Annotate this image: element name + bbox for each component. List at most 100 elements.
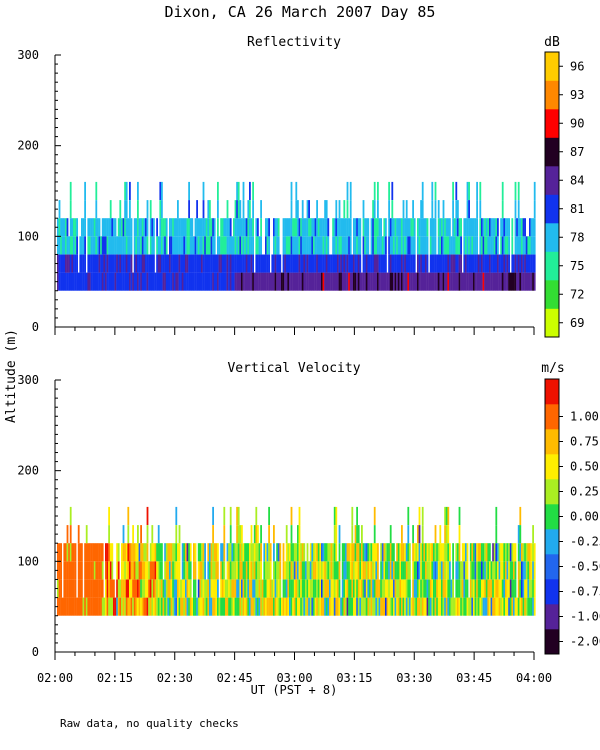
data-cell [217, 236, 219, 255]
data-cell [71, 543, 74, 562]
data-cell [89, 561, 91, 580]
data-cell [69, 579, 72, 598]
data-cell [391, 272, 394, 291]
data-cell [513, 543, 515, 562]
data-cell [189, 254, 192, 273]
data-cell [436, 561, 438, 580]
data-cell [396, 236, 398, 255]
data-cell [372, 543, 374, 562]
data-cell [503, 561, 506, 580]
data-cell [373, 597, 376, 616]
data-cell [130, 579, 133, 598]
data-cell [265, 236, 267, 255]
data-cell [401, 579, 403, 598]
data-cell [402, 597, 405, 616]
data-cell [319, 543, 322, 562]
data-cell [365, 218, 368, 237]
data-cell [468, 200, 470, 219]
data-cell [290, 218, 293, 237]
data-cell [335, 272, 338, 291]
data-cell [517, 543, 520, 562]
data-cell [106, 543, 109, 562]
data-cell [458, 272, 461, 291]
data-cell [482, 561, 485, 580]
data-cell [245, 236, 248, 255]
data-cell [202, 561, 205, 580]
data-cell [333, 597, 336, 616]
data-cell [173, 218, 176, 237]
data-cell [196, 200, 198, 219]
data-cell [73, 543, 75, 562]
data-cell [449, 236, 451, 255]
data-cell [514, 597, 517, 616]
data-cell [159, 181, 162, 200]
data-cell [279, 272, 282, 291]
data-cell [524, 272, 526, 291]
data-cell [495, 543, 498, 562]
data-cell [95, 181, 98, 200]
data-cell [409, 579, 411, 598]
data-cell [434, 561, 437, 580]
data-cell [511, 579, 514, 598]
data-cell [391, 254, 394, 273]
data-cell [135, 597, 138, 616]
data-cell [308, 254, 310, 273]
data-cell [393, 579, 395, 598]
data-cell [425, 597, 427, 616]
data-cell [69, 506, 72, 525]
data-cell [388, 543, 390, 562]
data-cell [161, 254, 163, 273]
data-cell [231, 543, 234, 562]
data-cell [295, 236, 298, 255]
data-cell [533, 236, 536, 255]
data-cell [423, 218, 426, 237]
data-cell [338, 543, 341, 562]
x-tick-label: 02:15 [97, 671, 133, 685]
data-cell [529, 579, 531, 598]
data-cell [317, 254, 320, 273]
data-cell [476, 254, 478, 273]
data-cell [484, 579, 486, 598]
data-cell [141, 272, 144, 291]
data-cell [196, 236, 198, 255]
data-cell [183, 218, 186, 237]
data-cell [447, 597, 450, 616]
data-cell [485, 561, 488, 580]
data-cell [415, 597, 418, 616]
data-cell [137, 254, 139, 273]
data-cell [500, 597, 502, 616]
data-cell [493, 561, 496, 580]
data-cell [349, 561, 352, 580]
data-cell [431, 236, 434, 255]
data-cell [441, 579, 443, 598]
data-cell [76, 218, 78, 237]
data-cell [370, 272, 373, 291]
data-cell [189, 561, 192, 580]
data-cell [247, 561, 250, 580]
data-cell [247, 236, 250, 255]
data-cell [156, 579, 158, 598]
data-cell [145, 579, 147, 598]
data-cell [359, 236, 362, 255]
data-cell [426, 272, 429, 291]
colorbar-label: -0.25 [570, 535, 600, 549]
data-cell [533, 181, 536, 200]
data-cell [76, 254, 78, 273]
data-cell [463, 561, 466, 580]
data-cell [321, 543, 323, 562]
data-cell [501, 236, 504, 255]
data-cell [249, 254, 251, 273]
data-cell [170, 218, 173, 237]
data-cell [500, 272, 502, 291]
data-cell [220, 236, 222, 255]
data-cell [417, 525, 419, 544]
data-cell [361, 525, 363, 544]
data-cell [125, 236, 128, 255]
data-cell [297, 272, 299, 291]
data-cell [257, 218, 259, 237]
data-cell [89, 236, 91, 255]
data-cell [313, 218, 315, 237]
data-cell [178, 254, 181, 273]
data-cell [290, 543, 293, 562]
data-cell [530, 254, 533, 273]
